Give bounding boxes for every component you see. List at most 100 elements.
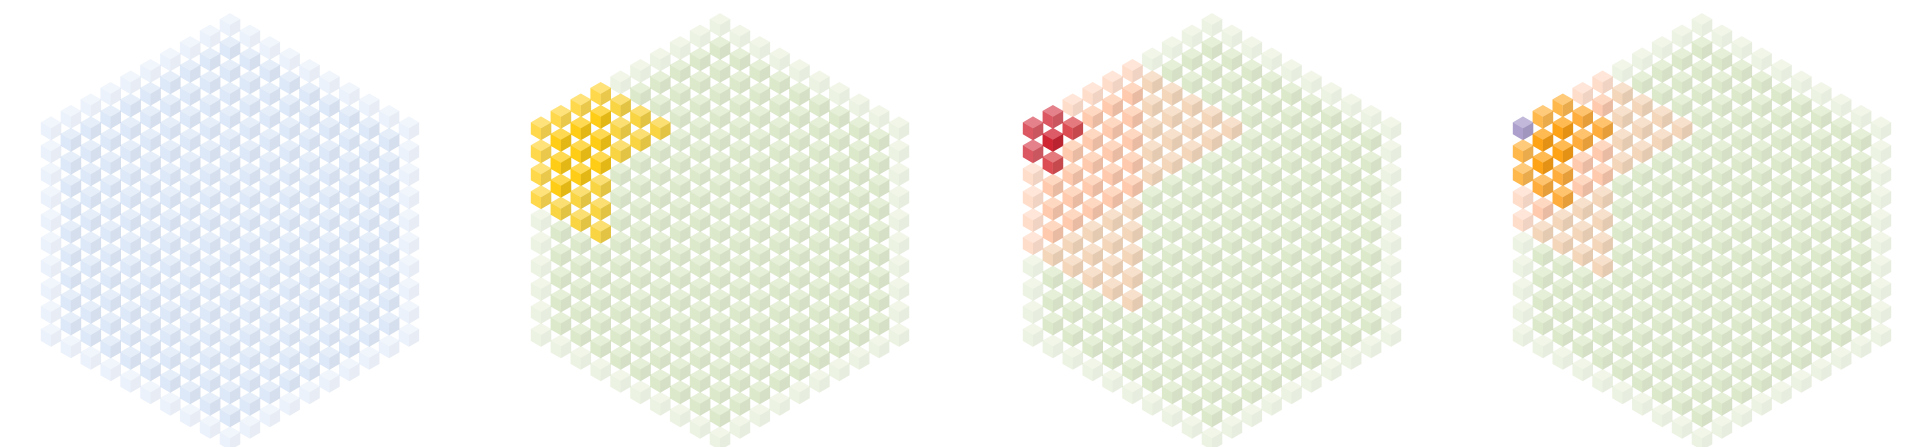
voxel-top — [1281, 380, 1302, 393]
voxel-top — [709, 311, 731, 324]
voxel-right — [249, 191, 261, 210]
voxel-right — [70, 317, 82, 336]
voxel-left — [868, 225, 880, 244]
voxel-left — [570, 283, 581, 301]
voxel-left — [1142, 237, 1153, 255]
voxel-left — [120, 122, 131, 141]
voxel-top — [590, 311, 611, 324]
voxel-top — [1360, 242, 1382, 255]
voxel-top — [590, 265, 611, 278]
voxel-top — [1201, 105, 1223, 117]
voxel-top — [279, 231, 300, 244]
voxel-top — [299, 82, 320, 94]
voxel-left — [709, 340, 720, 359]
voxel-right — [600, 87, 611, 106]
voxel-top — [1142, 70, 1163, 83]
voxel-top — [1632, 47, 1653, 60]
voxel-top — [219, 357, 241, 370]
voxel-left — [1830, 99, 1842, 118]
voxel-left — [179, 363, 191, 382]
voxel-top — [1360, 265, 1382, 278]
voxel-top — [650, 208, 671, 221]
voxel-right — [839, 133, 850, 152]
voxel-right — [859, 191, 870, 210]
voxel-top — [1161, 105, 1183, 117]
voxel-left — [179, 179, 191, 198]
voxel-top — [100, 265, 121, 278]
voxel-top — [1651, 82, 1673, 94]
voxel-left — [259, 202, 270, 221]
voxel-top — [1671, 93, 1693, 106]
voxel-right — [190, 271, 201, 290]
voxel-right — [249, 352, 261, 370]
voxel-top — [1181, 277, 1203, 289]
voxel-right — [1192, 191, 1203, 210]
voxel-right — [150, 87, 161, 106]
voxel-top — [1850, 150, 1872, 163]
voxel-left — [1261, 352, 1272, 370]
voxel-right — [1331, 133, 1342, 152]
voxel-right — [739, 374, 751, 393]
voxel-top — [1281, 173, 1302, 186]
voxel-left — [279, 145, 290, 164]
voxel-left — [1161, 179, 1173, 198]
voxel-right — [640, 386, 651, 405]
voxel-top — [749, 242, 771, 255]
voxel-left — [398, 214, 409, 232]
voxel-left — [60, 156, 71, 175]
voxel-left — [669, 340, 681, 359]
voxel-right — [230, 19, 241, 37]
voxel-right — [1231, 122, 1243, 141]
voxel-right — [1741, 110, 1753, 129]
voxel-right — [1841, 191, 1852, 210]
voxel-top — [590, 334, 611, 347]
voxel-top — [650, 162, 671, 175]
voxel-left — [299, 65, 310, 83]
voxel-top — [1181, 414, 1203, 427]
voxel-left — [1360, 156, 1372, 175]
voxel-right — [1212, 19, 1223, 37]
voxel-right — [1152, 214, 1163, 233]
voxel-left — [1181, 237, 1193, 255]
voxel-left — [219, 225, 230, 244]
voxel-left — [1281, 225, 1292, 244]
voxel-top — [1261, 254, 1282, 267]
voxel-left — [279, 260, 290, 278]
voxel-right — [1172, 202, 1183, 221]
voxel-left — [789, 340, 800, 359]
voxel-left — [590, 317, 601, 336]
voxel-left — [179, 42, 191, 60]
voxel-right — [289, 283, 300, 301]
voxel-left — [1241, 317, 1252, 336]
voxel-top — [749, 288, 771, 301]
voxel-right — [170, 352, 181, 370]
voxel-left — [769, 352, 780, 370]
voxel-top — [650, 139, 671, 152]
voxel-left — [1042, 225, 1053, 244]
voxel-top — [1102, 323, 1123, 335]
voxel-right — [70, 225, 82, 244]
voxel-right — [249, 397, 261, 416]
voxel-top — [1161, 403, 1183, 416]
voxel-left — [299, 179, 310, 198]
voxel-right — [739, 53, 751, 72]
voxel-left — [769, 76, 780, 95]
voxel-left — [378, 294, 390, 313]
voxel-top — [1122, 127, 1143, 140]
voxel-top — [669, 403, 691, 416]
voxel-top — [530, 323, 552, 335]
voxel-right — [1351, 306, 1362, 324]
voxel-right — [879, 202, 890, 221]
voxel-right — [1721, 168, 1733, 187]
voxel-top — [239, 346, 261, 358]
voxel-left — [1321, 202, 1332, 221]
voxel-right — [799, 156, 810, 175]
voxel-top — [729, 277, 751, 289]
voxel-left — [140, 340, 151, 359]
voxel-right — [309, 271, 320, 290]
voxel-top — [709, 265, 731, 278]
voxel-right — [700, 397, 711, 416]
voxel-left — [219, 340, 230, 359]
voxel-top — [299, 311, 320, 324]
voxel-top — [1340, 300, 1362, 312]
